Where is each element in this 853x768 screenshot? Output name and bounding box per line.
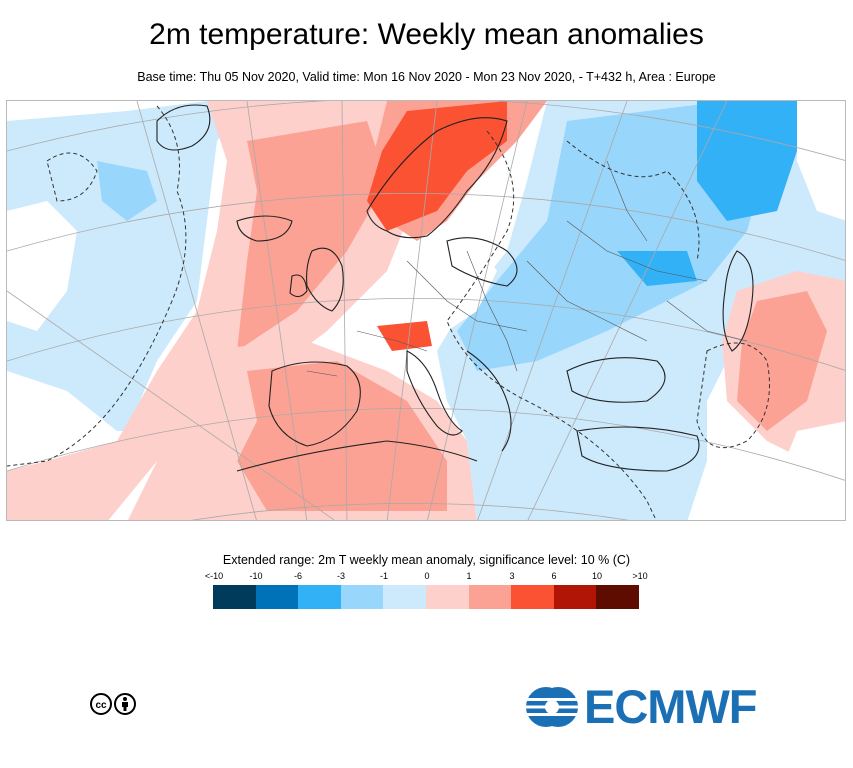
legend-tick: -10 bbox=[249, 571, 263, 581]
alps-warm-spot bbox=[377, 321, 432, 351]
italy-coast bbox=[406, 350, 463, 436]
belarus-cold-spot bbox=[617, 251, 697, 286]
atlantic-cold-region bbox=[7, 101, 247, 431]
legend-tick: 1 bbox=[466, 571, 472, 581]
legend-color-bar bbox=[213, 585, 639, 609]
ecmwf-logo: ECMWF bbox=[524, 680, 758, 733]
legend-swatch bbox=[340, 585, 384, 609]
atlantic-cold-patch bbox=[97, 161, 157, 221]
legend-swatch bbox=[298, 585, 341, 609]
legend-swatch bbox=[553, 585, 597, 609]
neutral-zone-southeast bbox=[777, 421, 845, 520]
north-africa-coast bbox=[236, 440, 478, 472]
creative-commons-icon: cc bbox=[90, 693, 112, 715]
license-badge: cc bbox=[90, 692, 138, 721]
legend-title: Extended range: 2m T weekly mean anomaly… bbox=[222, 553, 631, 567]
legend-tick: -1 bbox=[379, 571, 389, 581]
legend-swatch bbox=[596, 585, 639, 609]
legend-tick: 6 bbox=[551, 571, 557, 581]
coastlines bbox=[156, 104, 754, 472]
legend-tick: >10 bbox=[632, 571, 648, 581]
svg-text:cc: cc bbox=[95, 700, 107, 711]
scandinavia-coast bbox=[366, 117, 508, 239]
eastern-europe-cold-core bbox=[457, 101, 767, 371]
neutral-zone-south bbox=[7, 371, 117, 461]
russia-cold-core bbox=[697, 101, 797, 221]
legend-swatch bbox=[213, 585, 256, 609]
baltic-coast bbox=[446, 237, 518, 287]
ecmwf-wordmark: ECMWF bbox=[584, 680, 758, 733]
map-canvas bbox=[7, 101, 845, 520]
iberia-africa-warm-core bbox=[237, 361, 447, 511]
caspian-warm-core bbox=[737, 291, 827, 431]
legend-tick: <-10 bbox=[204, 571, 224, 581]
anomaly-fields bbox=[7, 101, 845, 520]
legend-tick: -6 bbox=[293, 571, 303, 581]
balkans-neutral bbox=[477, 391, 567, 461]
legend-swatch bbox=[255, 585, 299, 609]
iceland-coast bbox=[236, 215, 293, 242]
legend-tick: 0 bbox=[424, 571, 430, 581]
turkey-coast bbox=[576, 426, 700, 472]
country-borders bbox=[306, 160, 748, 377]
legend-swatch bbox=[383, 585, 426, 609]
neutral-zone-europe bbox=[417, 241, 497, 331]
neutral-zone-east bbox=[797, 101, 845, 221]
page-title: 2m temperature: Weekly mean anomalies bbox=[149, 18, 704, 51]
attribution-person-icon bbox=[114, 693, 136, 715]
caspian-coast bbox=[722, 250, 754, 352]
anomaly-map bbox=[6, 100, 846, 521]
balkans-coast bbox=[466, 350, 512, 452]
legend-swatch bbox=[425, 585, 469, 609]
black-sea-coast bbox=[566, 357, 666, 403]
chart-subtitle: Base time: Thu 05 Nov 2020, Valid time: … bbox=[137, 70, 716, 84]
british-isles-coast bbox=[306, 247, 344, 312]
significance-contours bbox=[7, 105, 770, 520]
scandinavia-hot-core bbox=[367, 101, 507, 231]
legend-swatch bbox=[468, 585, 512, 609]
legend-tick: 10 bbox=[591, 571, 603, 581]
iberia-coast bbox=[268, 361, 361, 447]
legend-tick: -3 bbox=[336, 571, 346, 581]
neutral-zone-atlantic bbox=[7, 201, 77, 331]
ecmwf-emblem-icon bbox=[524, 686, 580, 727]
greenland-coast bbox=[156, 104, 211, 151]
ireland-coast bbox=[289, 274, 308, 298]
legend-tick: 3 bbox=[509, 571, 515, 581]
legend-tick-labels: <-10 -10 -6 -3 -1 0 1 3 6 10 >10 bbox=[200, 571, 660, 583]
legend-swatch bbox=[511, 585, 554, 609]
